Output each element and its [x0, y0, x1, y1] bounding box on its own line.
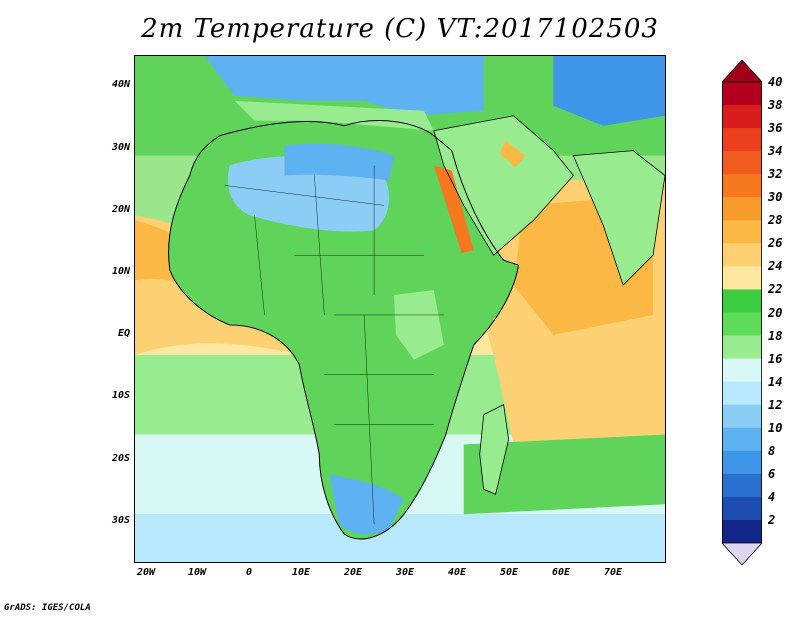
- lat-label-eq: EQ: [117, 328, 130, 339]
- colorbar-label: 2: [768, 512, 776, 527]
- lat-label-40n: 40N: [111, 79, 130, 90]
- colorbar-label: 6: [768, 466, 776, 481]
- colorbar-label: 18: [768, 328, 783, 343]
- map-title: 2m Temperature (C) VT:2017102503: [141, 14, 659, 44]
- persian-gulf-warm: [499, 140, 526, 168]
- lon-label-10w: 10W: [187, 567, 207, 578]
- colorbar-label: 22: [768, 282, 783, 297]
- colorbar-swatch: [722, 151, 762, 175]
- colorbar-swatch: [722, 381, 762, 406]
- lat-label-10s: 10S: [111, 390, 130, 401]
- colorbar-label: 32: [768, 167, 783, 182]
- colorbar-swatch: [722, 105, 762, 129]
- colorbar-swatch: [722, 404, 762, 429]
- map-graphic: [135, 56, 665, 562]
- lon-label-20e: 20E: [343, 567, 363, 578]
- lon-label-50e: 50E: [499, 567, 519, 578]
- temperature-map: [134, 55, 666, 563]
- colorbar-label: 38: [768, 98, 783, 113]
- band-south-cold: [135, 514, 665, 562]
- lon-label-20w: 20W: [136, 567, 156, 578]
- colorbar-swatch: [722, 450, 762, 475]
- africa-landmass: [168, 120, 519, 539]
- north-africa-cool: [284, 143, 395, 181]
- lat-label-20n: 20N: [111, 204, 130, 215]
- europe-cool: [204, 56, 484, 116]
- colorbar-swatch: [722, 358, 762, 383]
- east-africa-highlands: [394, 290, 444, 360]
- lat-label-20s: 20S: [111, 453, 130, 464]
- grads-credit: GrADS: IGES/COLA: [4, 603, 91, 613]
- lat-label-30s: 30S: [111, 515, 130, 526]
- southern-africa-cool: [329, 474, 404, 535]
- colorbar-swatch: [722, 128, 762, 152]
- colorbar-label: 16: [768, 351, 783, 366]
- colorbar-swatches: [722, 60, 762, 565]
- colorbar-label: 34: [768, 144, 783, 159]
- colorbar-swatch: [722, 82, 762, 106]
- colorbar-swatch: [722, 496, 762, 521]
- arabia-coastline: [433, 115, 574, 256]
- colorbar-swatch: [722, 519, 762, 544]
- arabian-peninsula: [433, 115, 574, 256]
- lon-label-10e: 10E: [291, 567, 311, 578]
- colorbar: [722, 60, 762, 565]
- madagascar: [479, 404, 509, 495]
- colorbar-swatch: [722, 289, 762, 313]
- asia-cold: [553, 56, 665, 126]
- lon-label-60e: 60E: [551, 567, 571, 578]
- colorbar-swatch: [722, 312, 762, 337]
- colorbar-label: 30: [768, 190, 783, 205]
- colorbar-label: 10: [768, 420, 783, 435]
- mediterranean-sea: [234, 100, 434, 131]
- colorbar-label: 20: [768, 305, 783, 320]
- colorbar-swatch: [722, 427, 762, 452]
- lon-label-70e: 70E: [603, 567, 623, 578]
- lon-label-30e: 30E: [395, 567, 415, 578]
- india-coastline: [572, 150, 665, 286]
- colorbar-top-arrow: [722, 60, 762, 83]
- colorbar-label: 4: [768, 489, 776, 504]
- colorbar-label: 24: [768, 259, 783, 274]
- colorbar-label: 28: [768, 213, 783, 228]
- colorbar-swatch: [722, 335, 762, 360]
- colorbar-swatch: [722, 473, 762, 498]
- colorbar-label: 12: [768, 397, 783, 412]
- colorbar-swatch: [722, 266, 762, 290]
- indian-ocean-southern-green: [463, 434, 665, 515]
- colorbar-label: 14: [768, 374, 783, 389]
- india: [573, 150, 665, 286]
- red-sea-hot: [433, 165, 474, 254]
- lat-label-10n: 10N: [111, 266, 130, 277]
- colorbar-bottom-arrow: [722, 542, 762, 565]
- lon-label-0: 0: [245, 567, 253, 578]
- colorbar-label: 40: [768, 75, 783, 89]
- colorbar-swatch: [722, 220, 762, 244]
- lon-label-40e: 40E: [447, 567, 467, 578]
- africa-coastline: [168, 120, 520, 540]
- colorbar-swatch: [722, 243, 762, 267]
- country-borders: [224, 165, 444, 525]
- colorbar-swatch: [722, 174, 762, 198]
- colorbar-label: 36: [768, 121, 783, 136]
- colorbar-swatch: [722, 197, 762, 221]
- lat-label-30n: 30N: [111, 142, 130, 153]
- colorbar-label: 26: [768, 236, 783, 251]
- colorbar-label: 8: [768, 443, 776, 458]
